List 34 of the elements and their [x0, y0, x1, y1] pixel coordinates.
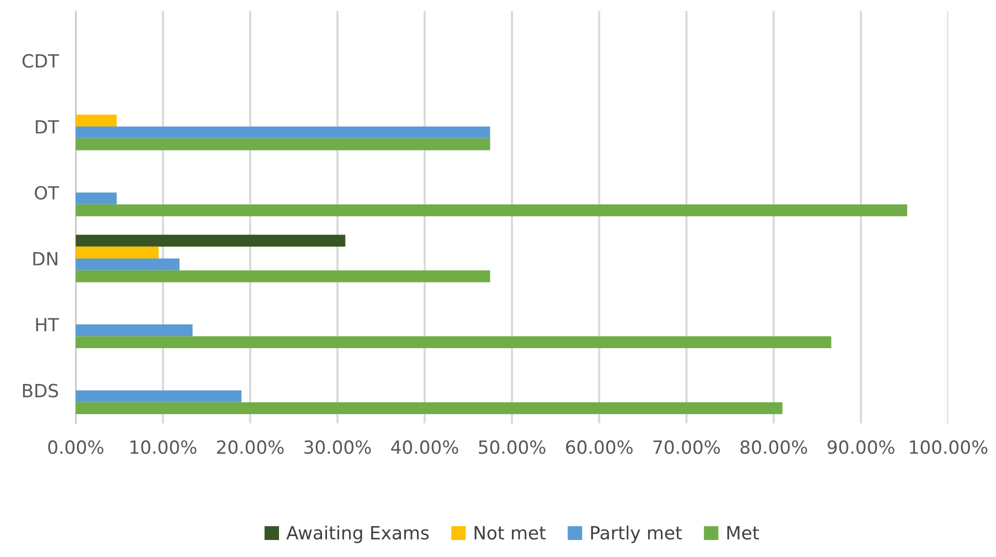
- bar: [76, 390, 242, 402]
- bar: [76, 246, 159, 258]
- y-tick-label: DT: [36, 120, 60, 134]
- legend-label: Partly met: [591, 526, 682, 544]
- x-tick-label: 80.00%: [740, 440, 808, 454]
- bar: [76, 114, 117, 127]
- x-tick-label: 100.00%: [910, 440, 988, 454]
- x-tick-label: 60.00%: [566, 440, 633, 454]
- y-tick-label: DN: [33, 252, 58, 266]
- x-tick-label: 30.00%: [304, 440, 371, 454]
- bar: [76, 126, 490, 138]
- bar: [76, 138, 490, 150]
- x-tick-label: 10.00%: [130, 440, 196, 454]
- x-tick-label: 50.00%: [478, 440, 546, 454]
- bar: [76, 402, 782, 414]
- bar: [76, 324, 193, 336]
- legend-label: Awaiting Exams: [286, 526, 429, 544]
- bar: [76, 336, 832, 348]
- legend-label: Met: [727, 526, 759, 540]
- bar: [76, 192, 117, 204]
- legend-label: Not met: [474, 526, 546, 540]
- x-tick-label: 90.00%: [828, 440, 894, 454]
- y-tick-label: BDS: [23, 384, 58, 398]
- y-tick-label: CDT: [22, 54, 60, 68]
- y-tick-label: HT: [36, 318, 60, 332]
- bar: [76, 204, 908, 216]
- x-tick-label: 40.00%: [391, 440, 458, 454]
- bar: [76, 258, 180, 270]
- x-tick-label: 0.00%: [48, 440, 104, 454]
- bar: [76, 234, 346, 247]
- x-tick-label: 20.00%: [217, 440, 284, 454]
- x-tick-label: 70.00%: [654, 440, 720, 454]
- y-tick-label: OT: [34, 186, 60, 200]
- bar: [76, 270, 490, 282]
